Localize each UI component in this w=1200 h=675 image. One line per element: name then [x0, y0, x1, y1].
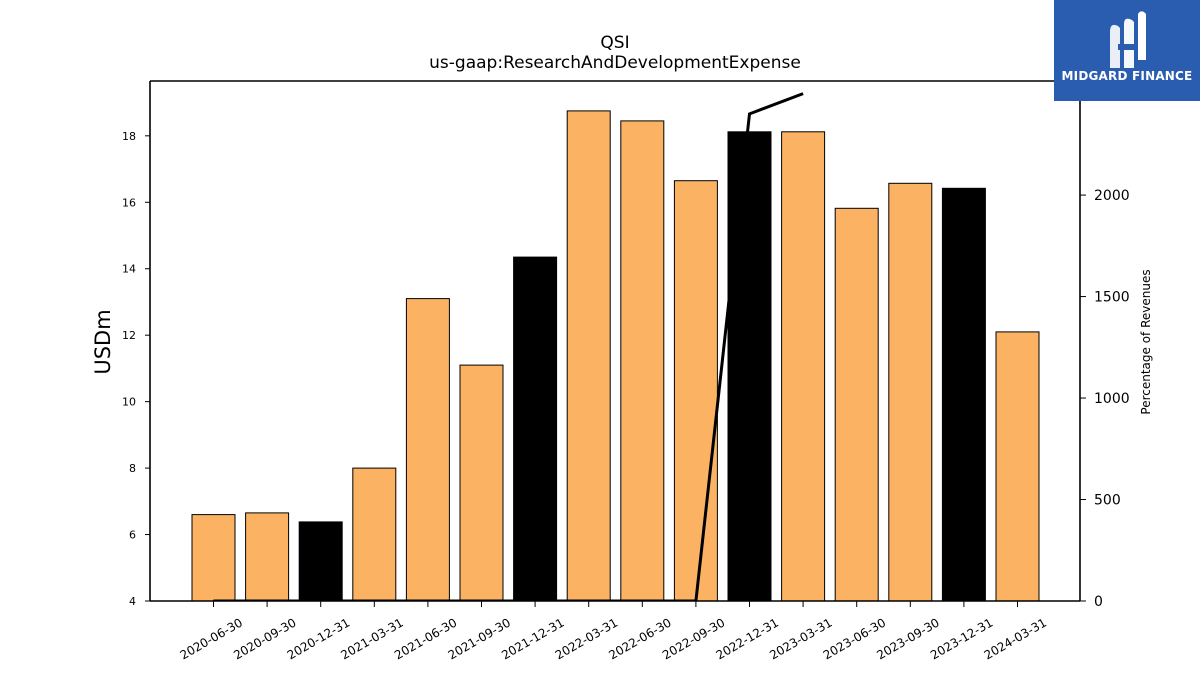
brand-name: MIDGARD FINANCE: [1061, 69, 1193, 83]
y-tick-label-18: 18: [122, 130, 136, 143]
bar-2021-12-31: [513, 256, 558, 602]
bar-2021-03-31: [352, 467, 397, 602]
y2-axis-label: Percentage of Revenues: [1139, 269, 1153, 414]
bar-2022-09-30: [673, 180, 718, 602]
bar-2020-09-30: [245, 512, 290, 602]
bar-2022-06-30: [620, 120, 665, 602]
bar-2021-09-30: [459, 364, 504, 602]
bar-2024-03-31: [995, 331, 1040, 602]
y2-tick-label-500: 500: [1094, 493, 1121, 509]
chart-subtitle: us-gaap:ResearchAndDevelopmentExpense: [429, 53, 801, 73]
chart-title: QSI: [600, 33, 629, 53]
bar-2022-12-31: [727, 131, 772, 602]
y-tick-label-10: 10: [122, 396, 136, 409]
y-tick-label-14: 14: [122, 263, 136, 276]
midgard-logo-icon: [1110, 11, 1146, 69]
bar-2020-06-30: [191, 514, 236, 602]
bar-2020-12-31: [298, 521, 343, 602]
bar-2023-12-31: [941, 187, 986, 602]
y2-tick-label-1500: 1500: [1094, 290, 1130, 306]
y-tick-label-16: 16: [122, 196, 136, 209]
bar-2022-03-31: [566, 110, 611, 602]
bar-2023-03-31: [781, 131, 826, 602]
y2-tick-label-2000: 2000: [1094, 188, 1130, 204]
y-axis-label: USDm: [91, 309, 115, 374]
y-tick-label-12: 12: [122, 329, 136, 342]
bar-2023-06-30: [834, 207, 879, 602]
y2-tick-label-0: 0: [1094, 594, 1103, 610]
bar-2023-09-30: [888, 182, 933, 602]
y-tick-label-6: 6: [129, 529, 136, 542]
y2-tick-label-1000: 1000: [1094, 391, 1130, 407]
percentage-of-revenues-line: [213, 92, 804, 601]
y-tick-label-4: 4: [129, 595, 136, 608]
y-tick-label-8: 8: [129, 462, 136, 475]
bar-2021-06-30: [405, 298, 450, 602]
brand-logo: MIDGARD FINANCE: [1054, 0, 1200, 101]
